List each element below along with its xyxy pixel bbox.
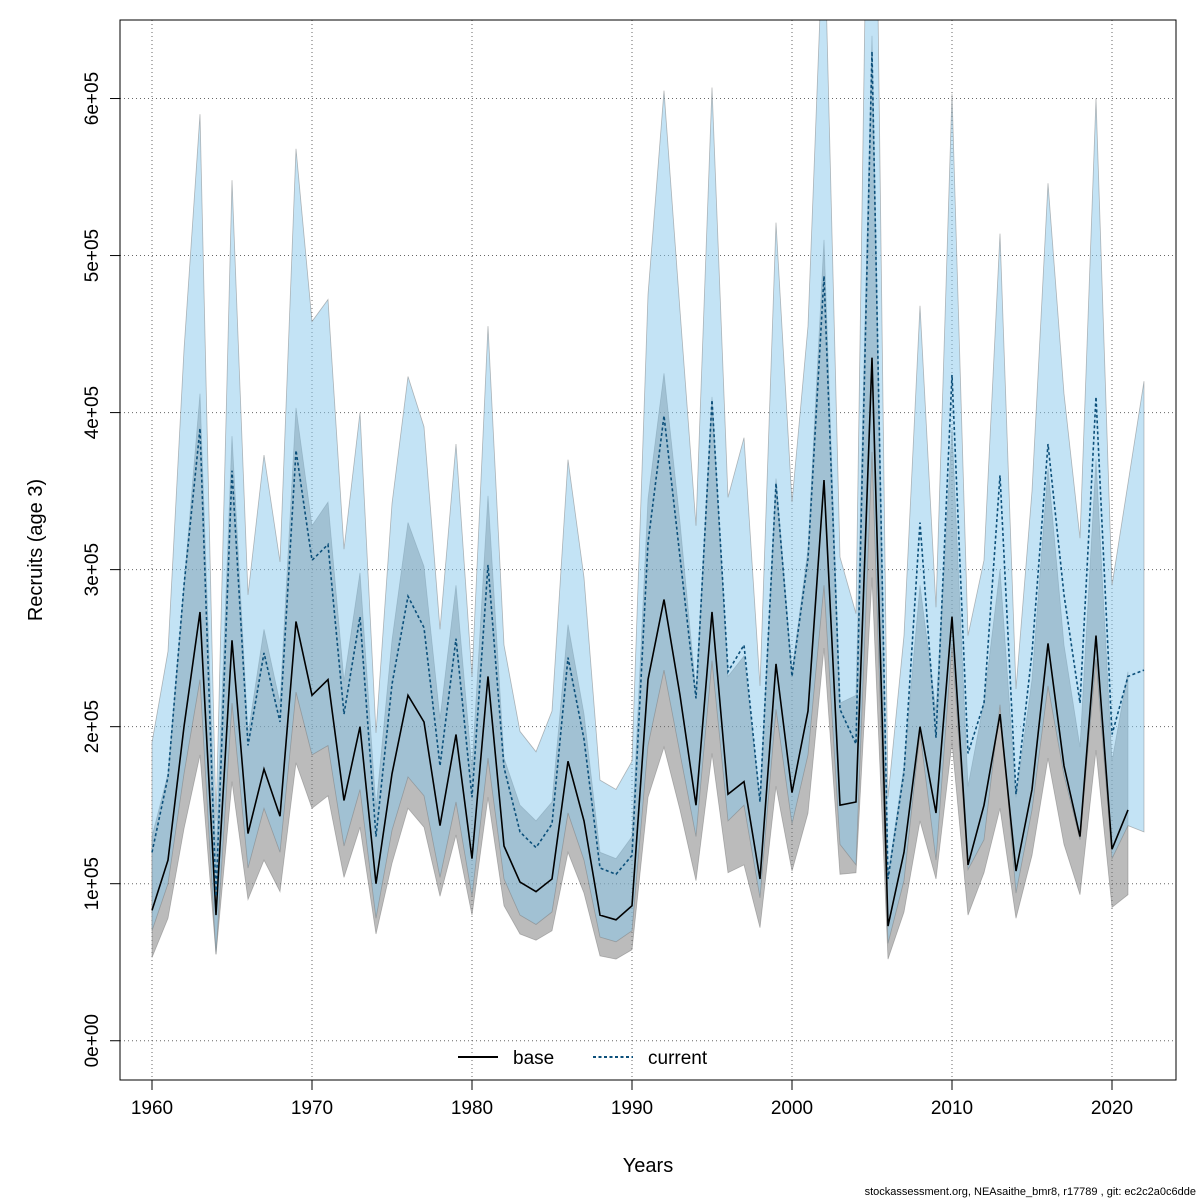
x-tick-label: 1990	[611, 1098, 653, 1119]
line-current	[151, 51, 1145, 897]
legend-label-current: current	[648, 1048, 708, 1069]
y-tick-label: 3e+05	[82, 543, 103, 596]
y-tick-label: 5e+05	[82, 229, 103, 282]
axes: 1960 1970 1980 1990 2000 2010 2020 0e+00 1e+05 2e…	[82, 72, 1133, 1119]
y-tick-label: 0e+00	[82, 1014, 103, 1067]
series-lines	[151, 51, 1145, 927]
x-tick-label: 1960	[131, 1098, 173, 1119]
y-tick-label: 6e+05	[82, 72, 103, 125]
x-axis-label: Years	[623, 1155, 673, 1177]
confidence-bands	[151, 20, 1145, 960]
x-tick-label: 1980	[451, 1098, 493, 1119]
legend: base current	[458, 1048, 708, 1069]
y-tick-label: 1e+05	[82, 857, 103, 910]
legend-label-base: base	[513, 1048, 554, 1069]
x-tick-label: 2020	[1091, 1098, 1133, 1119]
y-tick-label: 2e+05	[82, 700, 103, 753]
y-axis-label: Recruits (age 3)	[25, 479, 47, 621]
x-tick-label: 2010	[931, 1098, 973, 1119]
y-tick-label: 4e+05	[82, 386, 103, 439]
line-base	[151, 357, 1129, 927]
band-current	[151, 20, 1145, 955]
footer-credit: stockassessment.org, NEAsaithe_bmr8, r17…	[864, 1186, 1196, 1198]
x-tick-label: 2000	[771, 1098, 813, 1119]
x-tick-label: 1970	[291, 1098, 333, 1119]
